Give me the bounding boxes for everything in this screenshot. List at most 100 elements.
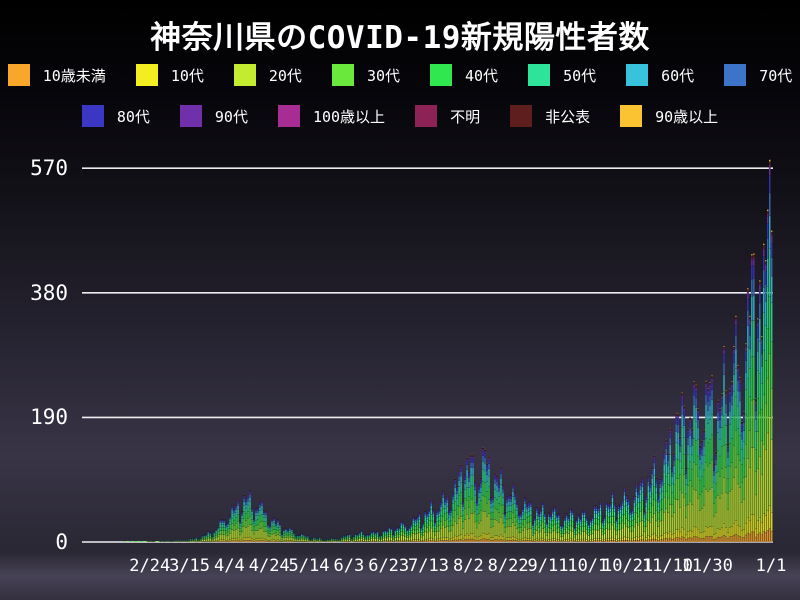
bar-segment xyxy=(575,527,578,531)
bar-segment xyxy=(752,447,755,515)
bar-segment xyxy=(645,499,648,503)
bar-segment xyxy=(633,537,636,541)
bar-segment xyxy=(527,505,530,509)
bar-segment xyxy=(671,468,674,473)
bar-segment xyxy=(265,526,267,532)
bar-segment xyxy=(732,445,735,478)
bar-segment xyxy=(531,532,534,536)
bar-segment xyxy=(703,469,706,487)
bar-segment xyxy=(701,449,704,456)
bar-segment xyxy=(476,540,478,543)
bar-segment xyxy=(734,320,737,326)
bar-segment xyxy=(247,526,250,538)
bar-segment xyxy=(271,520,273,523)
bar-segment xyxy=(273,519,275,521)
bar-segment xyxy=(723,445,725,478)
bar-segment xyxy=(432,511,435,515)
bar-segment xyxy=(434,523,437,527)
bar-segment xyxy=(746,458,749,519)
bar-segment xyxy=(770,236,773,244)
bar-segment xyxy=(657,502,660,507)
bar-segment xyxy=(707,423,709,444)
bar-segment xyxy=(746,298,749,311)
bar-segment xyxy=(525,540,528,543)
bar-segment xyxy=(418,519,421,524)
bar-segment xyxy=(748,430,751,468)
bar-segment xyxy=(705,394,707,405)
bar-segment xyxy=(527,540,530,543)
bar-segment xyxy=(358,536,361,539)
bar-segment xyxy=(721,536,723,543)
bar-segment xyxy=(292,538,295,542)
bar-segment xyxy=(290,532,293,536)
bar-segment xyxy=(472,485,475,500)
bar-segment xyxy=(500,478,502,485)
bar-segment xyxy=(436,510,439,512)
bar-segment xyxy=(730,526,733,537)
bar-segment xyxy=(509,501,512,506)
bar-segment xyxy=(589,530,592,535)
bar-segment xyxy=(243,537,246,541)
bar-segment xyxy=(460,465,463,469)
bar-segment xyxy=(424,521,427,527)
bar-segment xyxy=(448,521,451,527)
bar-segment xyxy=(629,510,632,512)
bar-segment xyxy=(535,512,538,516)
bar-segment xyxy=(675,418,678,425)
bar-segment xyxy=(215,535,218,538)
bar-segment xyxy=(687,485,690,505)
bar-segment xyxy=(647,481,650,486)
bar-segment xyxy=(721,427,723,447)
bar-segment xyxy=(754,471,757,496)
bar-segment xyxy=(709,462,711,490)
bar-segment xyxy=(541,528,544,539)
bar-segment xyxy=(609,511,612,517)
bar-segment xyxy=(135,541,138,542)
bar-segment xyxy=(440,501,443,503)
bar-segment xyxy=(221,530,224,535)
bar-segment xyxy=(673,538,676,543)
bar-segment xyxy=(247,537,250,541)
bar-segment xyxy=(683,425,686,438)
bar-segment xyxy=(583,510,586,512)
bar-segment xyxy=(496,478,498,482)
bar-segment xyxy=(500,493,502,506)
bar-segment xyxy=(689,446,692,463)
bar-segment xyxy=(273,522,275,527)
bar-segment xyxy=(278,525,281,528)
bar-segment xyxy=(249,491,252,495)
bar-segment xyxy=(581,521,584,527)
bar-segment xyxy=(255,509,257,512)
bar-segment xyxy=(543,512,546,514)
bar-segment xyxy=(454,500,457,511)
bar-segment xyxy=(762,255,765,270)
bar-segment xyxy=(711,389,713,401)
bar-segment xyxy=(711,487,713,527)
bar-segment xyxy=(261,514,263,522)
bar-segment xyxy=(480,500,482,511)
bar-segment xyxy=(525,508,528,513)
bar-segment xyxy=(637,524,640,538)
bar-segment xyxy=(567,533,570,540)
bar-segment xyxy=(454,535,457,540)
bar-segment xyxy=(569,538,572,542)
bar-segment xyxy=(742,430,745,442)
bar-segment xyxy=(265,511,267,514)
bar-segment xyxy=(498,539,500,543)
bar-segment xyxy=(559,528,562,531)
bar-segment xyxy=(501,492,504,498)
bar-segment xyxy=(583,511,586,513)
bar-segment xyxy=(456,493,459,499)
bar-segment xyxy=(740,426,743,433)
bar-segment xyxy=(286,537,289,542)
bar-segment xyxy=(426,516,429,520)
bar-segment xyxy=(758,516,761,534)
bar-segment xyxy=(750,447,753,515)
bar-segment xyxy=(752,320,755,357)
bar-segment xyxy=(728,410,731,425)
bar-segment xyxy=(535,524,538,531)
bar-segment xyxy=(565,517,568,521)
bar-segment xyxy=(601,531,604,536)
bar-segment xyxy=(725,425,727,445)
bar-segment xyxy=(476,537,478,541)
